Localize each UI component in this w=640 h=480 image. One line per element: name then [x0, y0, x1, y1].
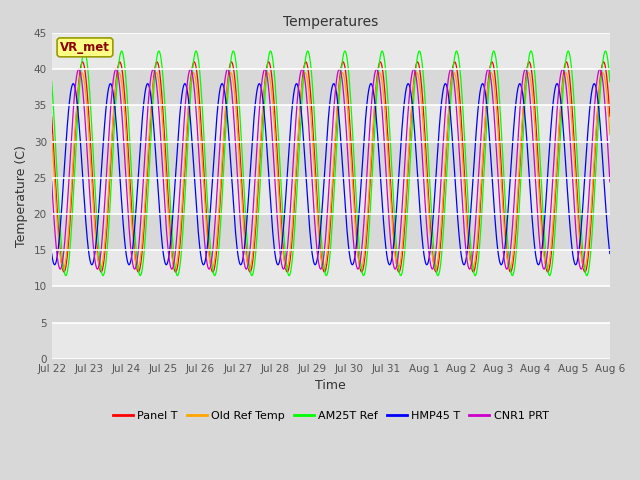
Bar [52, 323, 610, 359]
Bar [52, 287, 610, 323]
Bar [52, 142, 610, 178]
Y-axis label: Temperature (C): Temperature (C) [15, 145, 28, 247]
Legend: Panel T, Old Ref Temp, AM25T Ref, HMP45 T, CNR1 PRT: Panel T, Old Ref Temp, AM25T Ref, HMP45 … [108, 407, 553, 426]
Bar [52, 106, 610, 142]
Bar [52, 33, 610, 69]
Bar [52, 214, 610, 250]
Title: Temperatures: Temperatures [283, 15, 378, 29]
Bar [52, 250, 610, 287]
Bar [52, 178, 610, 214]
Bar [52, 69, 610, 106]
X-axis label: Time: Time [316, 379, 346, 392]
Text: VR_met: VR_met [60, 41, 110, 54]
